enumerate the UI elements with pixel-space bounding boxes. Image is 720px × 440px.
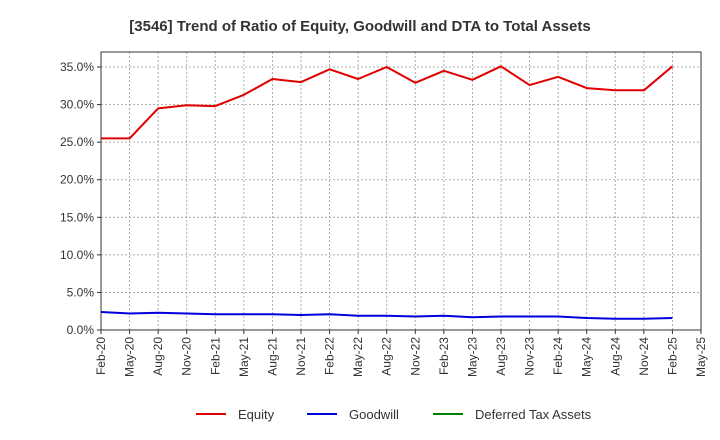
x-tick-label: May-21 [237, 337, 251, 377]
x-tick-label: Aug-24 [608, 337, 622, 376]
series-line-goodwill [100, 311, 673, 320]
x-tick-label: May-25 [694, 337, 708, 377]
x-tick-label: Nov-22 [408, 337, 422, 376]
x-tick-label: Feb-25 [665, 337, 679, 375]
plot-area [100, 51, 702, 331]
y-tick-label: 10.0% [60, 248, 94, 262]
x-tick-label: Feb-24 [551, 337, 565, 375]
chart-title: [3546] Trend of Ratio of Equity, Goodwil… [129, 18, 590, 35]
y-tick-label: 30.0% [60, 98, 94, 112]
x-tick-label: May-23 [465, 337, 479, 377]
legend-label-deferred-tax-assets: Deferred Tax Assets [475, 407, 592, 422]
legend-label-goodwill: Goodwill [349, 407, 399, 422]
y-axis: 0.0% 5.0% 10.0% 15.0% 20.0% 25.0% 30.0% 35.0% [60, 60, 101, 337]
y-tick-label: 20.0% [60, 173, 94, 187]
x-tick-label: May-20 [123, 337, 137, 377]
grid-lines [101, 52, 701, 330]
y-tick-label: 0.0% [67, 323, 95, 337]
x-tick-label: Feb-21 [208, 337, 222, 375]
series-layer [100, 65, 674, 320]
x-tick-label: May-24 [580, 337, 594, 377]
x-tick-label: Feb-20 [94, 337, 108, 375]
x-tick-label: Feb-23 [437, 337, 451, 375]
x-tick-label: Nov-24 [637, 337, 651, 376]
legend-label-equity: Equity [238, 407, 275, 422]
x-tick-label: Aug-23 [494, 337, 508, 376]
x-tick-label: Aug-20 [151, 337, 165, 376]
x-tick-label: May-22 [351, 337, 365, 377]
legend: Equity Goodwill Deferred Tax Assets [196, 407, 592, 422]
series-line-equity [101, 65, 674, 140]
x-tick-label: Aug-22 [380, 337, 394, 376]
y-tick-label: 15.0% [60, 210, 94, 224]
x-tick-label: Nov-23 [523, 337, 537, 376]
y-tick-label: 5.0% [67, 285, 95, 299]
y-tick-label: 35.0% [60, 60, 94, 74]
x-tick-label: Feb-22 [323, 337, 337, 375]
x-tick-label: Aug-21 [265, 337, 279, 376]
x-tick-label: Nov-21 [294, 337, 308, 376]
y-tick-label: 25.0% [60, 135, 94, 149]
x-axis: Feb-20 May-20 Aug-20 Nov-20 Feb-21 May-21 Aug-… [94, 330, 708, 377]
x-tick-label: Nov-20 [180, 337, 194, 376]
